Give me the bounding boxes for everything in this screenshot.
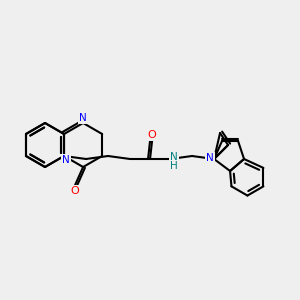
Text: N: N: [62, 155, 70, 165]
Text: H: H: [170, 161, 178, 171]
Text: O: O: [148, 130, 156, 140]
Text: O: O: [71, 186, 80, 196]
Text: N: N: [79, 113, 87, 123]
Text: N: N: [206, 153, 214, 163]
Text: N: N: [170, 152, 178, 162]
